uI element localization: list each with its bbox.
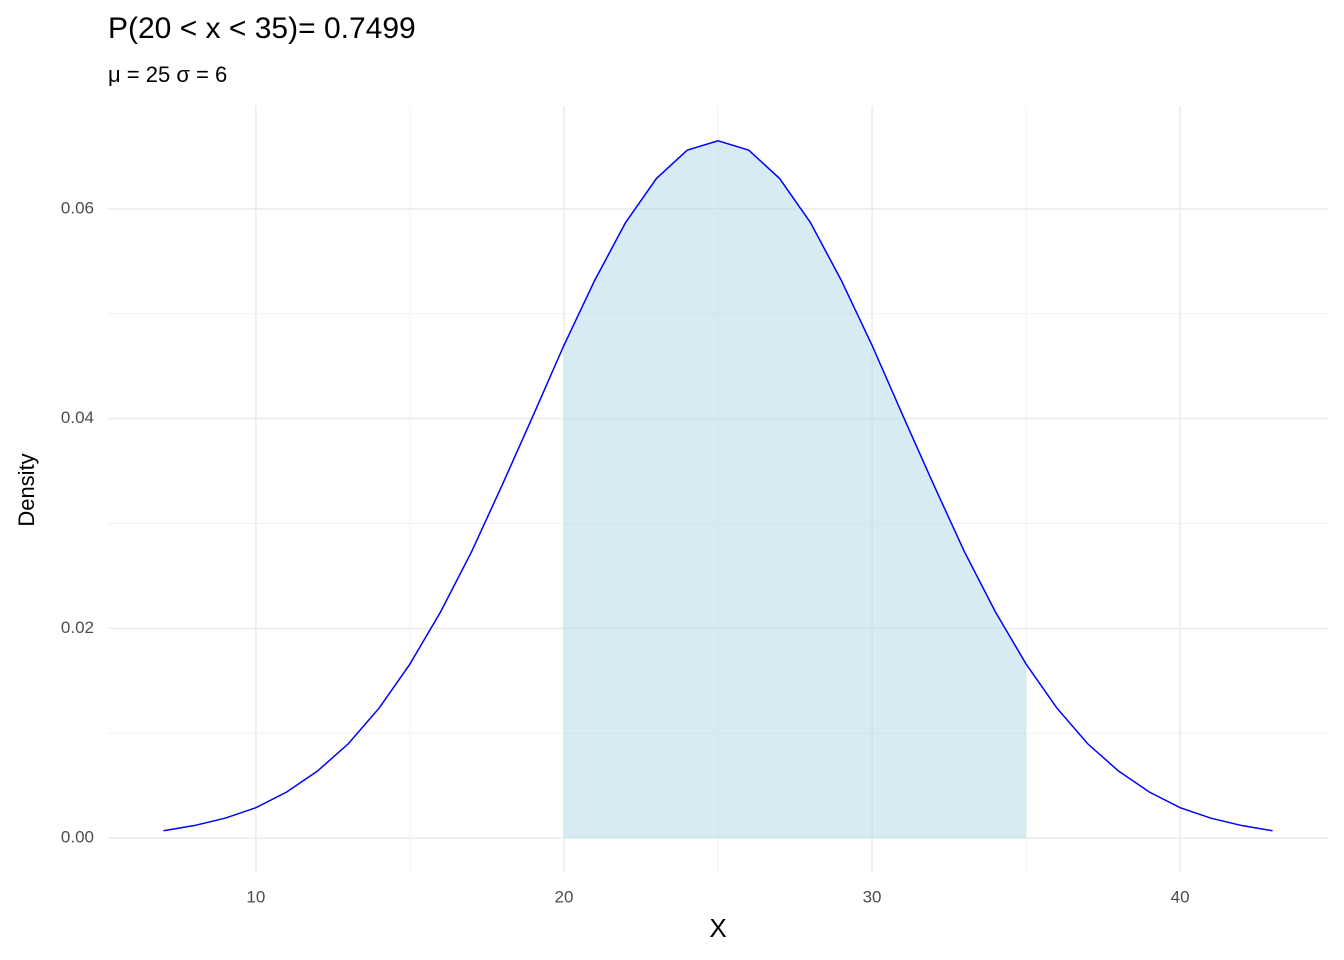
y-tick-label: 0.04 <box>61 408 94 427</box>
x-tick-label: 10 <box>246 887 265 906</box>
x-tick-label: 20 <box>554 887 573 906</box>
y-tick-label: 0.00 <box>61 828 94 847</box>
x-tick-label: 30 <box>863 887 882 906</box>
y-tick-label: 0.02 <box>61 618 94 637</box>
x-tick-label: 40 <box>1171 887 1190 906</box>
shaded-area <box>563 140 1027 839</box>
chart-subtitle: μ = 25 σ = 6 <box>108 62 227 87</box>
density-curve <box>163 139 1273 832</box>
y-tick-label: 0.06 <box>61 198 94 217</box>
x-axis-title: X <box>709 913 726 943</box>
chart-title: P(20 < x < 35)= 0.7499 <box>108 12 416 45</box>
y-axis-title: Density <box>14 453 39 526</box>
